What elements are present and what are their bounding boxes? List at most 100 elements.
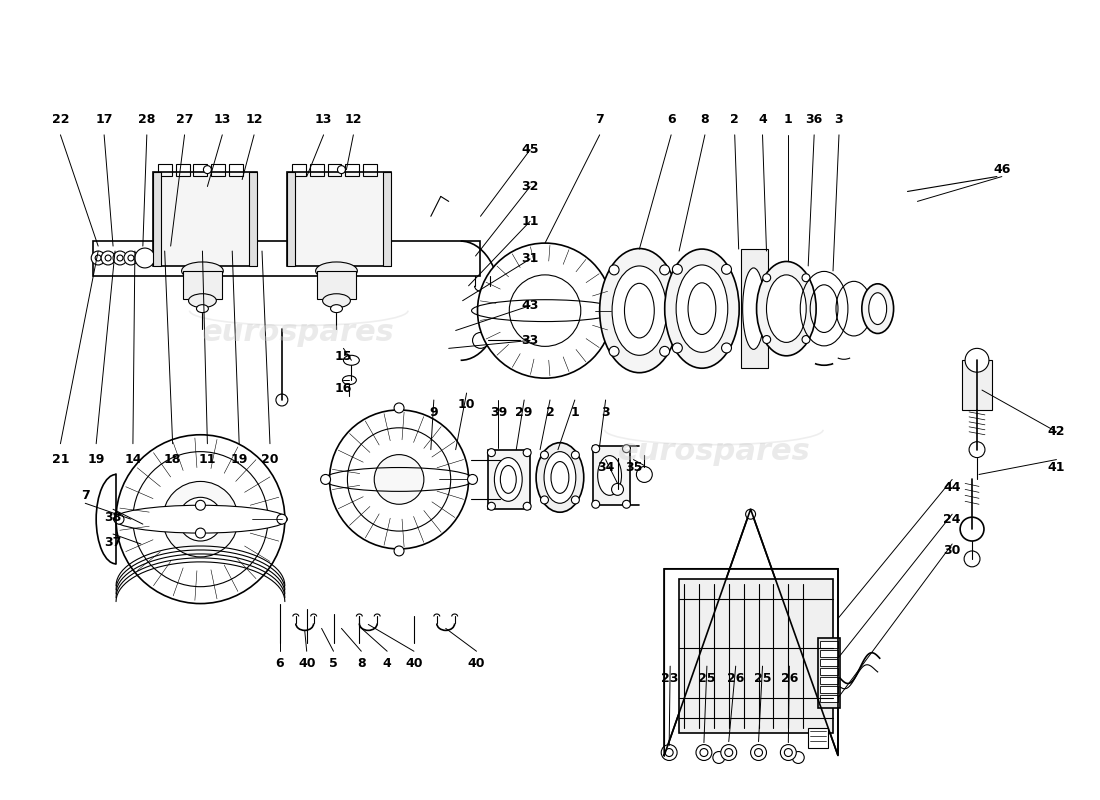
Text: 3: 3 [602, 406, 609, 419]
Text: 10: 10 [458, 398, 475, 411]
Circle shape [117, 255, 123, 261]
Circle shape [276, 394, 288, 406]
Circle shape [204, 166, 211, 174]
Ellipse shape [343, 355, 360, 366]
Circle shape [473, 333, 488, 348]
Circle shape [509, 275, 581, 346]
Bar [962, 360, 992, 410]
Circle shape [700, 749, 708, 757]
Circle shape [196, 500, 206, 510]
Circle shape [524, 449, 531, 457]
Text: eurospares: eurospares [202, 318, 395, 347]
Bar [94, 241, 481, 276]
Bar [287, 171, 295, 266]
Text: 17: 17 [96, 114, 113, 126]
Text: 13: 13 [213, 114, 231, 126]
Ellipse shape [500, 466, 516, 494]
Bar [345, 164, 360, 175]
Circle shape [477, 243, 613, 378]
Circle shape [487, 502, 495, 510]
Text: 13: 13 [315, 114, 332, 126]
Text: 25: 25 [754, 671, 771, 685]
Text: 26: 26 [727, 671, 745, 685]
Text: 31: 31 [521, 253, 539, 266]
Ellipse shape [600, 249, 679, 373]
Bar [157, 164, 172, 175]
Bar [679, 578, 833, 733]
Circle shape [540, 451, 549, 459]
Circle shape [672, 343, 682, 353]
Bar [229, 164, 243, 175]
Circle shape [124, 251, 138, 265]
Text: 4: 4 [758, 114, 767, 126]
Bar [183, 271, 222, 298]
Bar [808, 728, 828, 747]
Text: 2: 2 [546, 406, 554, 419]
Circle shape [116, 434, 285, 603]
Circle shape [612, 483, 624, 495]
Circle shape [133, 452, 268, 586]
Text: 11: 11 [199, 453, 216, 466]
Ellipse shape [742, 268, 764, 350]
Text: 24: 24 [944, 513, 961, 526]
Bar [818, 638, 840, 708]
Circle shape [113, 251, 127, 265]
Circle shape [637, 466, 652, 482]
Bar [153, 171, 257, 266]
Text: 35: 35 [625, 461, 642, 474]
Text: 16: 16 [334, 382, 352, 394]
Text: 36: 36 [805, 114, 823, 126]
Circle shape [348, 428, 451, 531]
Text: 40: 40 [468, 657, 485, 670]
Text: 19: 19 [88, 453, 104, 466]
Bar [310, 164, 323, 175]
Circle shape [114, 514, 124, 524]
Circle shape [135, 248, 155, 268]
Polygon shape [664, 510, 838, 755]
Text: 2: 2 [730, 114, 739, 126]
Circle shape [750, 745, 767, 761]
Bar [821, 668, 838, 675]
Text: 14: 14 [124, 453, 142, 466]
Bar [328, 164, 341, 175]
Bar [383, 171, 392, 266]
Bar [821, 686, 838, 693]
Ellipse shape [757, 262, 816, 356]
Ellipse shape [494, 458, 522, 502]
Ellipse shape [536, 442, 584, 512]
Bar [194, 164, 208, 175]
Circle shape [609, 265, 619, 275]
Text: 1: 1 [571, 406, 580, 419]
Circle shape [623, 445, 630, 453]
Circle shape [666, 749, 673, 757]
Ellipse shape [182, 262, 223, 280]
Text: 32: 32 [521, 180, 539, 193]
Circle shape [106, 255, 111, 261]
Text: 6: 6 [276, 657, 284, 670]
Circle shape [101, 251, 116, 265]
Circle shape [487, 449, 495, 457]
Circle shape [163, 482, 239, 557]
Text: 18: 18 [164, 453, 182, 466]
Circle shape [660, 265, 670, 275]
Text: 46: 46 [993, 163, 1011, 176]
Text: 21: 21 [52, 453, 69, 466]
Circle shape [722, 264, 732, 274]
Text: 30: 30 [944, 545, 961, 558]
Ellipse shape [322, 294, 351, 308]
Text: 28: 28 [139, 114, 155, 126]
Circle shape [964, 551, 980, 567]
Circle shape [713, 751, 725, 763]
Text: 8: 8 [358, 657, 365, 670]
Bar [249, 171, 257, 266]
Circle shape [660, 346, 670, 356]
Text: 25: 25 [698, 671, 716, 685]
Circle shape [394, 403, 404, 413]
Text: 33: 33 [521, 334, 539, 347]
Ellipse shape [612, 266, 667, 355]
Circle shape [960, 517, 984, 541]
Ellipse shape [625, 283, 654, 338]
Ellipse shape [597, 456, 622, 495]
Circle shape [965, 348, 989, 372]
Text: 19: 19 [231, 453, 248, 466]
